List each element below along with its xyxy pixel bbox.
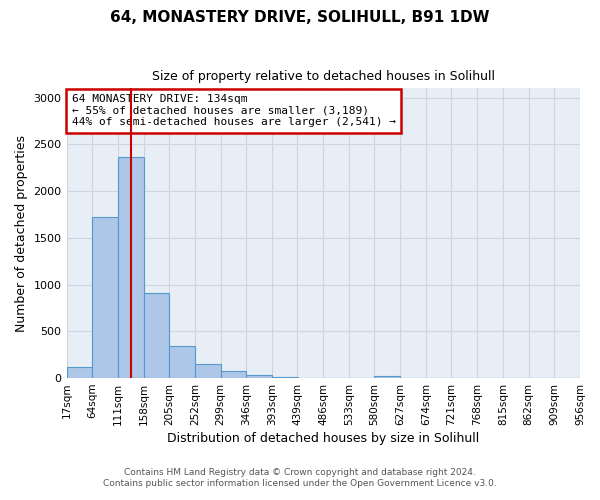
Text: 64 MONASTERY DRIVE: 134sqm
← 55% of detached houses are smaller (3,189)
44% of s: 64 MONASTERY DRIVE: 134sqm ← 55% of deta… [71, 94, 395, 128]
Bar [195, 364, 221, 378]
Title: Size of property relative to detached houses in Solihull: Size of property relative to detached ho… [152, 70, 495, 83]
Bar [221, 371, 247, 378]
Bar [272, 376, 298, 378]
Bar [118, 156, 143, 378]
Bar [169, 346, 195, 378]
Bar [374, 376, 400, 378]
Bar [92, 218, 118, 378]
Bar [143, 293, 169, 378]
Text: 64, MONASTERY DRIVE, SOLIHULL, B91 1DW: 64, MONASTERY DRIVE, SOLIHULL, B91 1DW [110, 10, 490, 25]
Y-axis label: Number of detached properties: Number of detached properties [15, 134, 28, 332]
Text: Contains HM Land Registry data © Crown copyright and database right 2024.
Contai: Contains HM Land Registry data © Crown c… [103, 468, 497, 487]
X-axis label: Distribution of detached houses by size in Solihull: Distribution of detached houses by size … [167, 432, 479, 445]
Bar [67, 367, 92, 378]
Bar [247, 376, 272, 378]
